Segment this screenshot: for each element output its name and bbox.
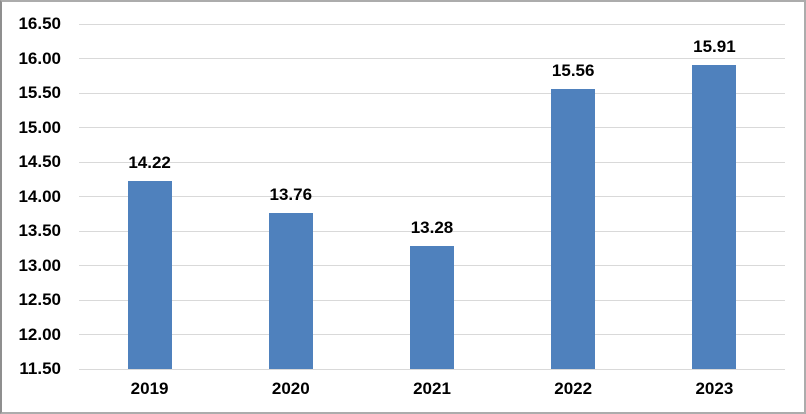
- x-axis-category-label: 2021: [413, 379, 451, 398]
- x-axis-category-label: 2019: [130, 379, 169, 398]
- x-axis-category-label: 2023: [695, 379, 734, 398]
- y-axis-tick-label: 16.50: [18, 14, 61, 33]
- y-axis-tick-label: 15.00: [18, 117, 61, 137]
- gridline: [79, 23, 785, 25]
- y-axis-tick-label: 13.00: [18, 255, 61, 275]
- gridline: [79, 58, 785, 59]
- y-axis-tick-label: 15.50: [18, 83, 61, 102]
- bar-2020: [268, 213, 313, 369]
- y-axis-tick-label: 14.00: [18, 186, 61, 206]
- y-axis-tick-label: 12.00: [18, 324, 61, 344]
- y-axis-tick-label: 16.00: [18, 48, 61, 68]
- y-axis-tick-label: 14.50: [18, 152, 61, 171]
- bar-value-label: 15.56: [551, 60, 595, 80]
- bar-2019: [127, 181, 172, 369]
- gridline: [79, 161, 785, 163]
- bar-value-label: 13.28: [410, 218, 454, 238]
- gridline: [79, 196, 785, 197]
- bar-2023: [692, 64, 737, 369]
- gridline: [79, 230, 785, 232]
- y-axis-tick-label: 13.50: [18, 221, 61, 240]
- gridline: [79, 127, 785, 128]
- y-axis-tick-label: 11.50: [19, 359, 61, 378]
- bar-2022: [551, 88, 596, 369]
- bar-value-label: 14.22: [128, 153, 171, 173]
- x-axis-category-label: 2022: [554, 379, 593, 398]
- bar-2021: [410, 246, 454, 369]
- gridline: [79, 368, 785, 370]
- x-axis-category-label: 2020: [271, 379, 310, 398]
- gridline: [79, 92, 785, 94]
- y-axis-tick-label: 12.50: [18, 290, 61, 309]
- bar-value-label: 15.91: [693, 36, 736, 56]
- bar-value-label: 13.76: [269, 185, 313, 205]
